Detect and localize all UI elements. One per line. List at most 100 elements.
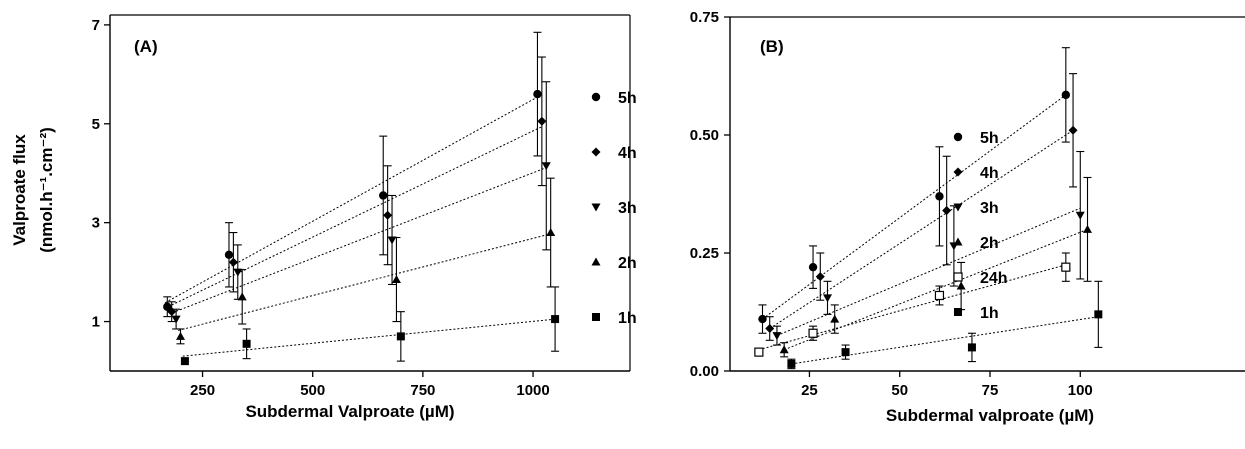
panel-b-data-point [772, 332, 782, 341]
panel-a-data-point [387, 236, 397, 245]
panel-b-data-point [808, 328, 818, 338]
panel-a-legend-label-1h: 1h [618, 310, 637, 327]
panel-b-series-2h [779, 176, 1092, 358]
panel-a-data-point [242, 339, 251, 348]
panel-b-legend-label-24h: 24h [980, 270, 1008, 287]
panel-b-x-tick-label: 100 [1068, 382, 1093, 399]
panel-b-data-point [967, 343, 976, 352]
panel-a-fit-line [178, 233, 552, 331]
panel-b-x-tick-label: 25 [801, 382, 818, 399]
panel-a-y-tick-label: 3 [92, 215, 100, 232]
panel-b-legend-marker-24h [953, 272, 963, 282]
panel-a-fit-line [164, 96, 539, 304]
panel-b-series-4h [765, 73, 1078, 341]
panel-b-fit-line [769, 129, 1074, 329]
panel-b-y-tick-label: 0.75 [690, 9, 719, 26]
panel-b-data-point [758, 314, 767, 324]
panel-a-legend-marker-1h [592, 313, 600, 321]
panel-b-data-point [942, 206, 952, 216]
panel-b-fit-line [791, 316, 1099, 365]
panel-a-x-tick-label: 1000 [516, 382, 549, 399]
panel-b-legend-marker-1h [954, 308, 962, 316]
panel-a-x-axis-title: Subdermal Valproate (µM) [245, 402, 454, 421]
panel-a-series-3h [171, 81, 551, 330]
panel-a-y-tick-label: 1 [92, 314, 100, 331]
y-axis-title: Valproate flux (nmol.h⁻¹.cm⁻²) [10, 127, 56, 253]
panel-b-series-5h [758, 47, 1071, 334]
panel-a-data-point [396, 332, 405, 341]
panel-a-x-tick-label: 250 [190, 382, 215, 399]
panel-a-x-tick-label: 750 [410, 382, 435, 399]
panel-b-y-tick-label: 0.50 [690, 127, 719, 144]
panel-a-legend-marker-2h [591, 257, 601, 266]
panel-b-legend-marker-5h [953, 132, 963, 142]
panel-a-legend-marker-5h [591, 92, 601, 102]
panel-b-series-3h [772, 150, 1085, 346]
panel-b-data-point [934, 290, 945, 301]
panel-b-series-24h [754, 252, 1071, 357]
panel-a-data-point [163, 302, 172, 311]
panel-b-chart: 25 50 75 100 0.00 0.25 0.50 0.75 (B) Subdermal va… [690, 9, 1245, 425]
panel-b-legend-marker-4h [953, 167, 963, 177]
panel-a-data-point [176, 331, 186, 340]
panel-b-data-point [830, 314, 840, 323]
panel-a-data-point [233, 268, 243, 277]
panel-b-data-point [815, 272, 825, 282]
panel-a-label: (A) [134, 37, 158, 56]
panel-b-x-axis-title: Subdermal valproate (µM) [886, 406, 1094, 425]
panel-a-y-tick-label: 5 [92, 116, 100, 133]
panel-a-legend-marker-4h [591, 147, 601, 157]
panel-a-data-point [383, 210, 393, 220]
panel-a-data-point [533, 89, 542, 99]
panel-a-data-point [180, 357, 189, 366]
panel-b-data-point [841, 348, 850, 357]
panel-a-data-point [237, 292, 247, 301]
panel-b-data-point [754, 347, 764, 357]
panel-a-data-point [551, 315, 560, 324]
panel-b-fit-line [762, 94, 1067, 320]
panel-a-data-point [541, 162, 551, 171]
panel-b-data-point [823, 294, 832, 303]
panel-b-label: (B) [760, 37, 784, 56]
panel-b-data-point [1061, 90, 1071, 100]
panel-b-legend-label-4h: 4h [980, 165, 999, 182]
panel-b-legend-label-1h: 1h [980, 305, 999, 322]
panel-b-fit-line [776, 207, 1081, 337]
panel-b-data-point [1061, 262, 1071, 272]
panel-b-x-tick-label: 75 [982, 382, 999, 399]
panel-a-x-tick-label: 500 [300, 382, 325, 399]
panel-a-data-point [537, 116, 547, 126]
panel-a-data-point [379, 191, 388, 200]
panel-b-legend-label-3h: 3h [980, 200, 999, 217]
panel-b-data-point [1083, 224, 1092, 233]
panel-a-data-point [228, 257, 238, 267]
panel-b-data-point [1068, 125, 1078, 135]
panel-a-fit-line [167, 125, 543, 308]
panel-a-legend-label-3h: 3h [618, 200, 637, 217]
panel-a-legend-label-2h: 2h [618, 255, 637, 272]
panel-a-legend-marker-3h [591, 203, 601, 212]
panel-b-data-point [787, 359, 796, 368]
panel-a-data-point [224, 250, 234, 260]
panel-b-data-point [1094, 310, 1103, 319]
panel-b-data-point [1075, 211, 1085, 220]
panel-b-legend-marker-2h [953, 237, 963, 246]
panel-a-legend-label-5h: 5h [618, 90, 637, 107]
panel-b-series-1h [787, 280, 1103, 370]
panel-a-legend-label-4h: 4h [618, 145, 637, 162]
panel-a-chart: 250 500 750 1000 1 3 5 7 (A) Subdermal Valproate … [92, 14, 637, 421]
panel-b-legend-marker-3h [953, 203, 963, 212]
y-axis-title-line2: (nmol.h⁻¹.cm⁻²) [37, 127, 56, 253]
panel-a-series-2h [176, 177, 556, 345]
panel-a-series-4h [167, 56, 547, 323]
panel-a-data-point [171, 315, 181, 324]
panel-b-data-point [779, 345, 789, 354]
panel-b-data-point [956, 281, 966, 290]
panel-b-data-point [808, 262, 818, 272]
panel-a-fit-line [172, 166, 548, 314]
panel-b-y-tick-label: 0.25 [690, 245, 719, 262]
panel-a-fit-line [182, 318, 557, 357]
panel-b-data-point [765, 324, 775, 334]
panel-a-data-point [391, 275, 401, 284]
